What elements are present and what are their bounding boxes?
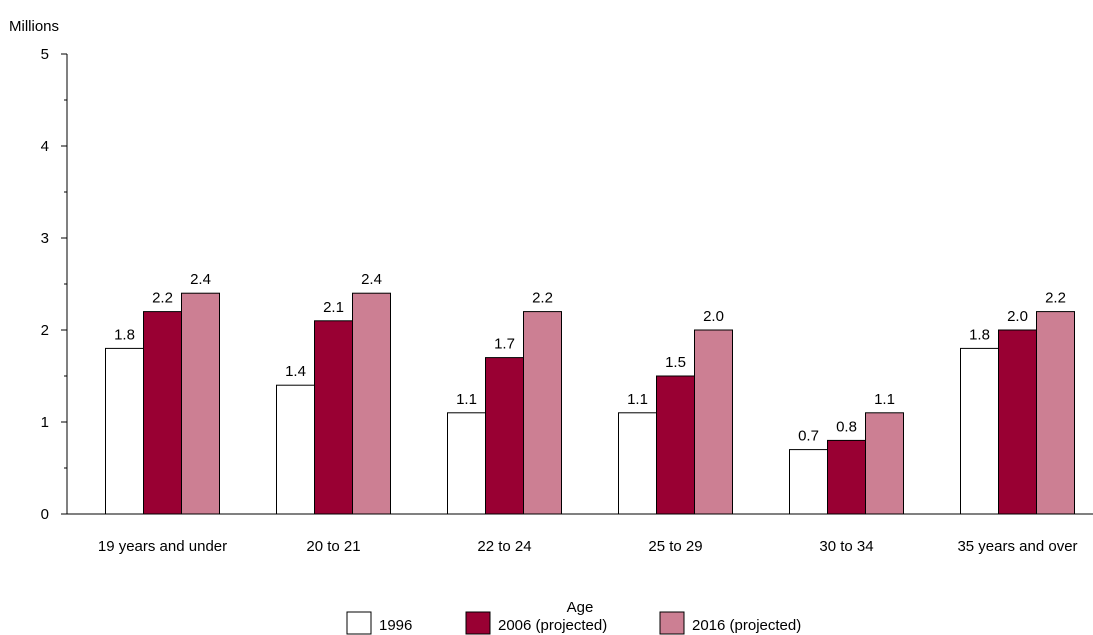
y-tick-label: 4 bbox=[41, 138, 49, 155]
legend-label: 1996 bbox=[379, 617, 412, 634]
legend-label: 2016 (projected) bbox=[692, 617, 801, 634]
category-labels: 19 years and under 20 to 21 22 to 24 25 to … bbox=[98, 538, 1078, 555]
y-axis-title: Millions bbox=[9, 18, 59, 35]
bar bbox=[694, 329, 733, 515]
bar bbox=[618, 412, 657, 515]
legend: 1996 2006 (projected) 2016 (projected) bbox=[346, 611, 801, 635]
bar bbox=[998, 329, 1037, 515]
value-label: 1.8 bbox=[114, 326, 135, 343]
bar bbox=[827, 439, 866, 515]
value-label: 1.5 bbox=[665, 354, 686, 371]
bar bbox=[485, 357, 524, 515]
x-axis-title: Age bbox=[567, 599, 594, 616]
value-label: 1.1 bbox=[627, 391, 648, 408]
x-tick-label: 35 years and over bbox=[957, 538, 1077, 555]
y-tick-label: 1 bbox=[41, 414, 49, 431]
bar bbox=[789, 449, 828, 515]
bar bbox=[276, 384, 315, 515]
value-label: 1.7 bbox=[494, 336, 515, 353]
value-label: 0.8 bbox=[836, 418, 857, 435]
value-label: 2.1 bbox=[323, 299, 344, 316]
bar bbox=[352, 292, 391, 515]
bar bbox=[656, 375, 695, 515]
bar bbox=[523, 311, 562, 515]
value-label: 2.0 bbox=[1007, 308, 1028, 325]
bar bbox=[865, 412, 904, 515]
y-tick-label: 0 bbox=[41, 506, 49, 523]
legend-item: 2016 (projected) bbox=[659, 611, 801, 635]
bar bbox=[181, 292, 220, 515]
value-label: 2.4 bbox=[361, 271, 382, 288]
value-label: 2.0 bbox=[703, 308, 724, 325]
bar bbox=[143, 311, 182, 515]
x-tick-label: 25 to 29 bbox=[648, 538, 702, 555]
x-tick-label: 22 to 24 bbox=[477, 538, 531, 555]
x-tick-label: 20 to 21 bbox=[306, 538, 360, 555]
y-tick-label: 2 bbox=[41, 322, 49, 339]
legend-swatch bbox=[346, 611, 372, 635]
value-label: 1.8 bbox=[969, 326, 990, 343]
legend-item: 1996 bbox=[346, 611, 412, 635]
bar bbox=[447, 412, 486, 515]
bar bbox=[1036, 311, 1075, 515]
value-labels: 1.8 2.2 2.4 1.4 2.1 2.4 1.1 1.7 2.2 1.1 1.5 2.0 0.7 0… bbox=[114, 271, 1066, 444]
bar bbox=[105, 347, 144, 515]
x-tick-label: 30 to 34 bbox=[819, 538, 873, 555]
bars bbox=[105, 292, 1075, 515]
y-tick-label: 3 bbox=[41, 230, 49, 247]
value-label: 1.1 bbox=[456, 391, 477, 408]
value-label: 2.2 bbox=[1045, 290, 1066, 307]
value-label: 1.1 bbox=[874, 391, 895, 408]
legend-label: 2006 (projected) bbox=[498, 617, 607, 634]
value-label: 2.2 bbox=[532, 290, 553, 307]
value-label: 2.4 bbox=[190, 271, 211, 288]
value-label: 1.4 bbox=[285, 363, 306, 380]
value-label: 2.2 bbox=[152, 290, 173, 307]
legend-swatch bbox=[659, 611, 685, 635]
legend-swatch bbox=[465, 611, 491, 635]
axes: 0 1 2 3 4 5 bbox=[41, 46, 1093, 523]
x-tick-label: 19 years and under bbox=[98, 538, 227, 555]
value-label: 0.7 bbox=[798, 428, 819, 445]
legend-item: 2006 (projected) bbox=[465, 611, 607, 635]
y-tick-label: 5 bbox=[41, 46, 49, 63]
bar bbox=[314, 320, 353, 515]
bar bbox=[960, 347, 999, 515]
